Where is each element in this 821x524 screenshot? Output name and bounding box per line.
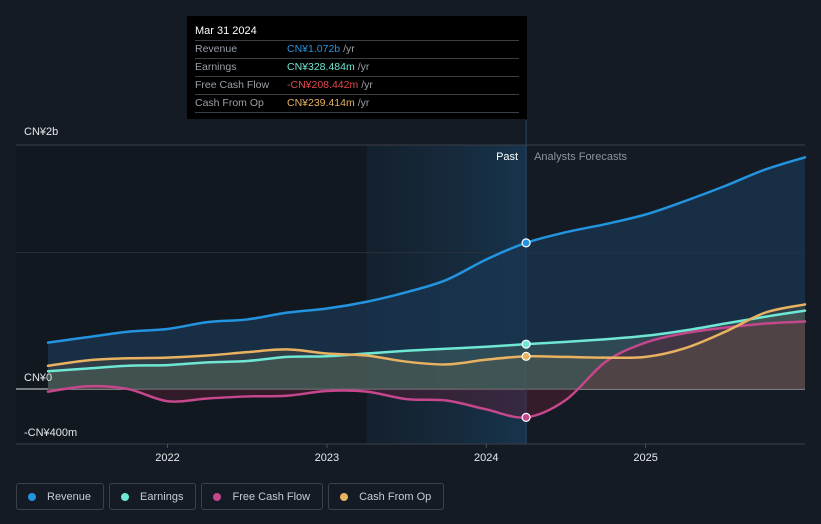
free-cash-flow-line	[46, 320, 807, 419]
legend-item-revenue[interactable]: Revenue	[16, 483, 105, 510]
tooltip-value: CN¥328.484m	[287, 61, 355, 73]
tooltip-row-cash-from-op: Cash From Op CN¥239.414m /yr	[195, 95, 519, 113]
earnings-marker	[521, 339, 531, 349]
legend: Revenue Earnings Free Cash Flow Cash Fro…	[16, 483, 445, 510]
past-label: Past	[496, 151, 518, 163]
tooltip-row-revenue: Revenue CN¥1.072b /yr	[195, 41, 519, 59]
x-axis-label: 2022	[155, 452, 179, 464]
tooltip-value: CN¥1.072b	[287, 43, 341, 55]
free-cash-flow-area	[48, 321, 805, 418]
legend-label: Cash From Op	[359, 490, 432, 503]
legend-item-free-cash-flow[interactable]: Free Cash Flow	[201, 483, 324, 510]
tooltip-unit: /yr	[357, 61, 370, 73]
x-axis-label: 2023	[315, 452, 339, 464]
free-cash-flow-dot-icon	[213, 492, 222, 501]
tooltip-label: Free Cash Flow	[195, 79, 270, 91]
y-axis-label: CN¥2b	[24, 126, 58, 138]
legend-item-earnings[interactable]: Earnings	[109, 483, 197, 510]
y-axis-label: -CN¥400m	[24, 427, 77, 439]
tooltip-unit: /yr	[361, 79, 373, 91]
free-cash-flow-marker	[521, 412, 531, 422]
tooltip: Mar 31 2024 Revenue CN¥1.072b /yr Earnin…	[187, 16, 527, 119]
revenue-dot-icon	[28, 492, 36, 501]
cash-from-op-line	[46, 303, 807, 368]
tooltip-unit: /yr	[343, 43, 355, 55]
tooltip-row-earnings: Earnings CN¥328.484m /yr	[195, 59, 519, 77]
earnings-dot-icon	[121, 492, 130, 501]
revenue-line	[46, 156, 807, 344]
tooltip-date: Mar 31 2024	[195, 22, 519, 41]
tooltip-value: -CN¥208.442m	[287, 79, 359, 91]
legend-label: Revenue	[47, 490, 92, 503]
tooltip-label: Earnings	[195, 61, 237, 73]
cash-from-op-area	[48, 304, 805, 389]
legend-label: Earnings	[140, 490, 184, 503]
tooltip-row-free-cash-flow: Free Cash Flow -CN¥208.442m /yr	[195, 77, 519, 95]
cash-from-op-marker	[521, 351, 531, 361]
legend-label: Free Cash Flow	[232, 490, 311, 503]
forecast-label: Analysts Forecasts	[534, 151, 627, 163]
x-axis-label: 2024	[474, 452, 498, 464]
legend-item-cash-from-op[interactable]: Cash From Op	[328, 483, 445, 510]
revenue-marker	[521, 238, 531, 248]
revenue-area	[48, 157, 805, 389]
tooltip-label: Cash From Op	[195, 97, 264, 109]
y-axis-label: CN¥0	[24, 372, 52, 384]
earnings-line	[46, 309, 807, 373]
cash-from-op-dot-icon	[340, 492, 349, 501]
tooltip-unit: /yr	[357, 97, 370, 109]
tooltip-label: Revenue	[195, 43, 238, 55]
tooltip-value: CN¥239.414m	[287, 97, 355, 109]
x-axis-label: 2025	[633, 452, 657, 464]
